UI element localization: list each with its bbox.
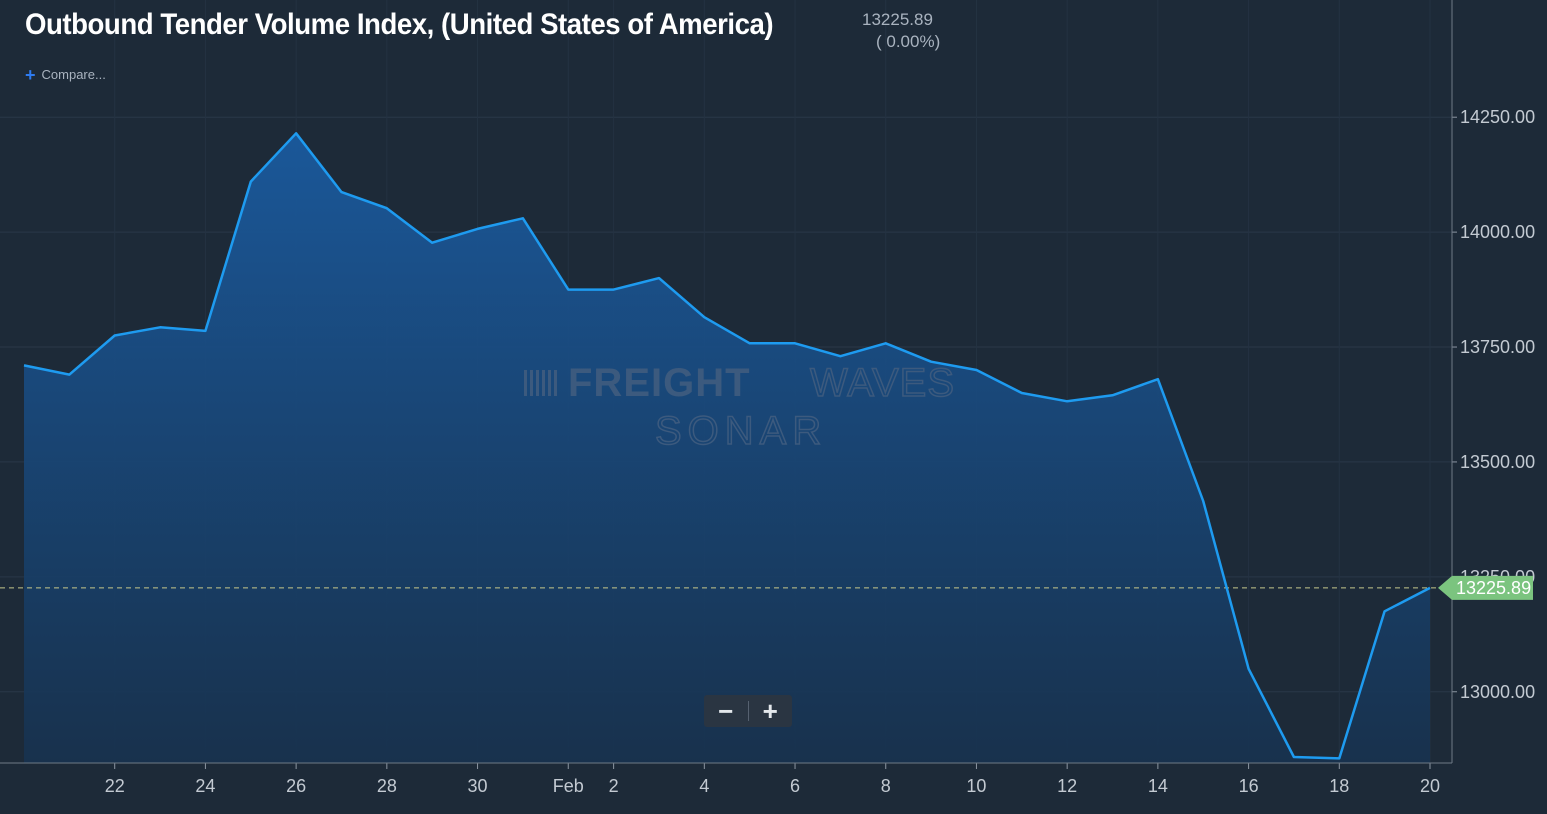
y-tick-label: 13750.00	[1460, 337, 1535, 357]
compare-label: Compare...	[41, 67, 106, 82]
y-tick-label: 14000.00	[1460, 222, 1535, 242]
x-tick-label: 10	[966, 776, 986, 796]
last-value: 13225.89	[862, 10, 933, 29]
compare-button[interactable]: + Compare...	[25, 64, 106, 85]
x-axis: 22 24 26 28 30 Feb 2 4 6 8 10 12 14 16 18 20	[0, 762, 1452, 796]
x-tick-label: 12	[1057, 776, 1077, 796]
zoom-control: − +	[704, 695, 792, 727]
x-tick-label: 16	[1239, 776, 1259, 796]
series-line[interactable]	[23, 132, 1431, 760]
x-tick-label: 30	[468, 776, 488, 796]
y-tick-label: 13000.00	[1460, 682, 1535, 702]
watermark-freight: FREIGHT	[568, 361, 751, 405]
x-tick-label: 14	[1148, 776, 1168, 796]
x-tick-label: 8	[881, 776, 891, 796]
x-tick-label: 20	[1420, 776, 1440, 796]
series-area	[24, 133, 1430, 764]
last-value-badge: 13225.89	[1438, 575, 1533, 600]
last-change: ( 0.00%)	[876, 32, 941, 51]
x-tick-label: 28	[377, 776, 397, 796]
x-tick-label: 2	[609, 776, 619, 796]
y-axis: 13000.0013250.0013500.0013750.0014000.00…	[1451, 0, 1535, 763]
zoom-in-button[interactable]: +	[762, 696, 778, 726]
zoom-out-button[interactable]: −	[718, 696, 734, 726]
y-tick-label: 13500.00	[1460, 452, 1535, 472]
watermark-waves: WAVES	[810, 361, 955, 405]
x-tick-label: Feb	[553, 776, 584, 796]
watermark-sonar: SONAR	[655, 409, 827, 453]
watermark-logo-icon	[524, 370, 557, 396]
x-tick-label: 4	[699, 776, 709, 796]
y-tick-label: 14250.00	[1460, 107, 1535, 127]
watermark: FREIGHT WAVES SONAR	[524, 360, 955, 454]
plus-icon: +	[25, 64, 36, 85]
zoom-divider	[747, 701, 749, 721]
x-tick-label: 22	[105, 776, 125, 796]
last-value-badge-shape	[1438, 575, 1533, 600]
x-tick-label: 18	[1329, 776, 1349, 796]
last-value-badge-label: 13225.89	[1456, 578, 1531, 598]
x-tick-label: 26	[286, 776, 306, 796]
page-title: Outbound Tender Volume Index, (United St…	[25, 8, 774, 41]
x-tick-label: 24	[195, 776, 215, 796]
x-tick-label: 6	[790, 776, 800, 796]
